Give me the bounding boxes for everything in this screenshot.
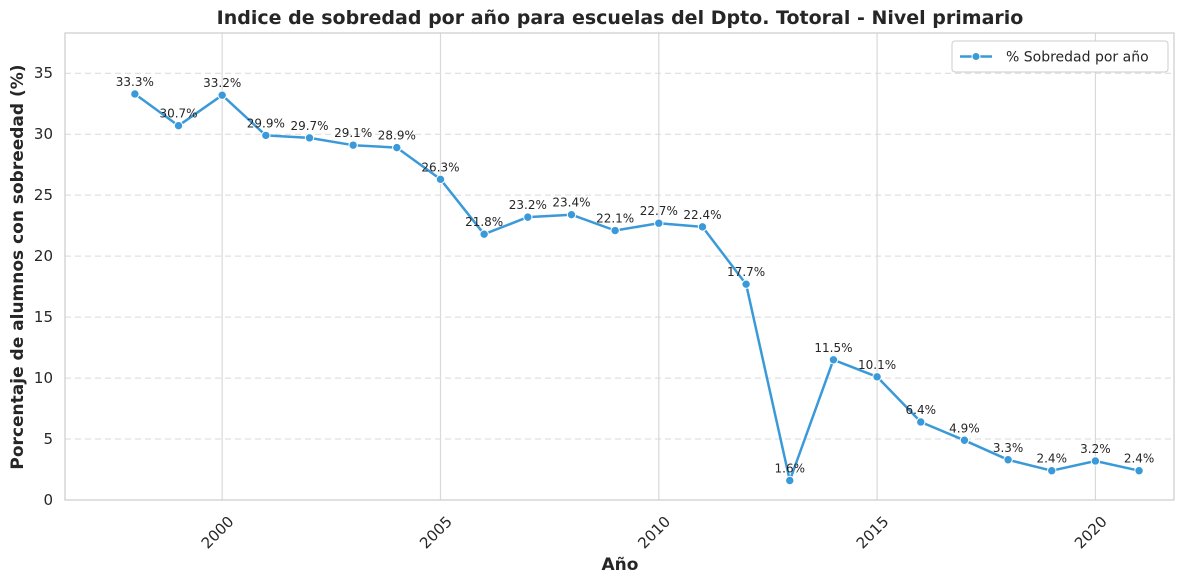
data-point [435, 174, 446, 185]
data-label: 33.2% [203, 76, 241, 90]
data-label: 33.3% [116, 75, 154, 89]
data-point [697, 222, 708, 232]
data-label: 29.7% [290, 119, 328, 133]
data-point [173, 120, 184, 131]
legend-box [951, 40, 1169, 73]
y-axis-label: Porcentaje de alumnos con sobreedad (%) [8, 64, 28, 469]
data-point [1047, 466, 1057, 476]
data-label: 11.5% [814, 341, 852, 355]
data-label: 6.4% [906, 403, 937, 417]
data-label: 22.1% [596, 212, 634, 226]
data-point [872, 372, 882, 382]
data-point [828, 355, 839, 365]
data-label: 1.6% [775, 461, 806, 475]
data-point [785, 475, 795, 486]
data-point [741, 279, 751, 289]
legend-marker [971, 52, 981, 61]
x-tick-label: 2020 [1071, 513, 1111, 553]
y-tick-label: 0 [43, 491, 53, 509]
data-label: 28.9% [378, 129, 416, 143]
y-tick-label: 35 [34, 64, 53, 82]
data-label: 23.2% [509, 198, 547, 212]
plot-frame [64, 32, 1175, 501]
y-tick-label: 30 [34, 125, 53, 143]
data-label: 22.7% [640, 204, 678, 218]
data-label: 29.9% [247, 116, 285, 130]
data-point [610, 225, 620, 236]
x-tick-labels: 2000 2005 2010 2015 2020 [198, 513, 1111, 553]
legend-label: % Sobredad por año [1006, 50, 1149, 66]
data-point [523, 212, 533, 222]
data-label: 17.7% [727, 265, 765, 279]
data-label: 10.1% [858, 358, 896, 372]
data-point [1003, 455, 1013, 465]
data-point [1090, 456, 1101, 466]
x-tick-label: 2000 [198, 513, 238, 553]
data-point [348, 140, 358, 150]
y-tick-label: 5 [43, 430, 53, 448]
data-label: 30.7% [159, 107, 197, 121]
data-label: 4.9% [949, 421, 980, 435]
grid [65, 33, 1174, 500]
data-point [392, 142, 402, 153]
data-point [304, 133, 315, 143]
series-layer [130, 89, 1144, 486]
y-tick-label: 10 [34, 369, 53, 387]
data-point [1134, 466, 1144, 476]
y-tick-label: 25 [34, 186, 53, 204]
y-tick-label: 20 [34, 247, 53, 265]
data-label: 21.8% [465, 215, 503, 229]
data-point [566, 209, 577, 220]
data-label: 22.4% [683, 208, 721, 222]
x-axis-label: Año [602, 555, 639, 575]
x-tick-label: 2015 [853, 513, 893, 553]
data-label: 3.2% [1080, 442, 1111, 456]
data-point [479, 229, 489, 239]
y-tick-labels: 0 5 10 15 20 25 30 35 [34, 64, 53, 509]
data-label: 2.4% [1036, 452, 1067, 466]
data-point [654, 218, 664, 228]
data-point [261, 130, 271, 141]
x-tick-label: 2010 [634, 513, 674, 553]
data-label: 23.4% [552, 196, 590, 210]
data-label: 26.3% [421, 160, 459, 174]
data-labels: 33.3% 30.7% 33.2% 29.9% 29.7% 29.1% 28.9% 26.3%… [116, 75, 1155, 476]
data-point [217, 90, 227, 100]
data-label: 29.1% [334, 126, 372, 140]
data-point [959, 435, 970, 445]
data-point [916, 417, 926, 427]
x-tick-label: 2005 [416, 513, 456, 553]
data-point [130, 89, 140, 99]
legend: % Sobredad por año [951, 40, 1169, 73]
series-line [134, 92, 1140, 482]
data-label: 2.4% [1124, 452, 1155, 466]
chart-title: Indice de sobredad por año para escuelas… [217, 7, 1024, 29]
y-tick-label: 15 [34, 308, 53, 326]
data-label: 3.3% [993, 441, 1024, 455]
